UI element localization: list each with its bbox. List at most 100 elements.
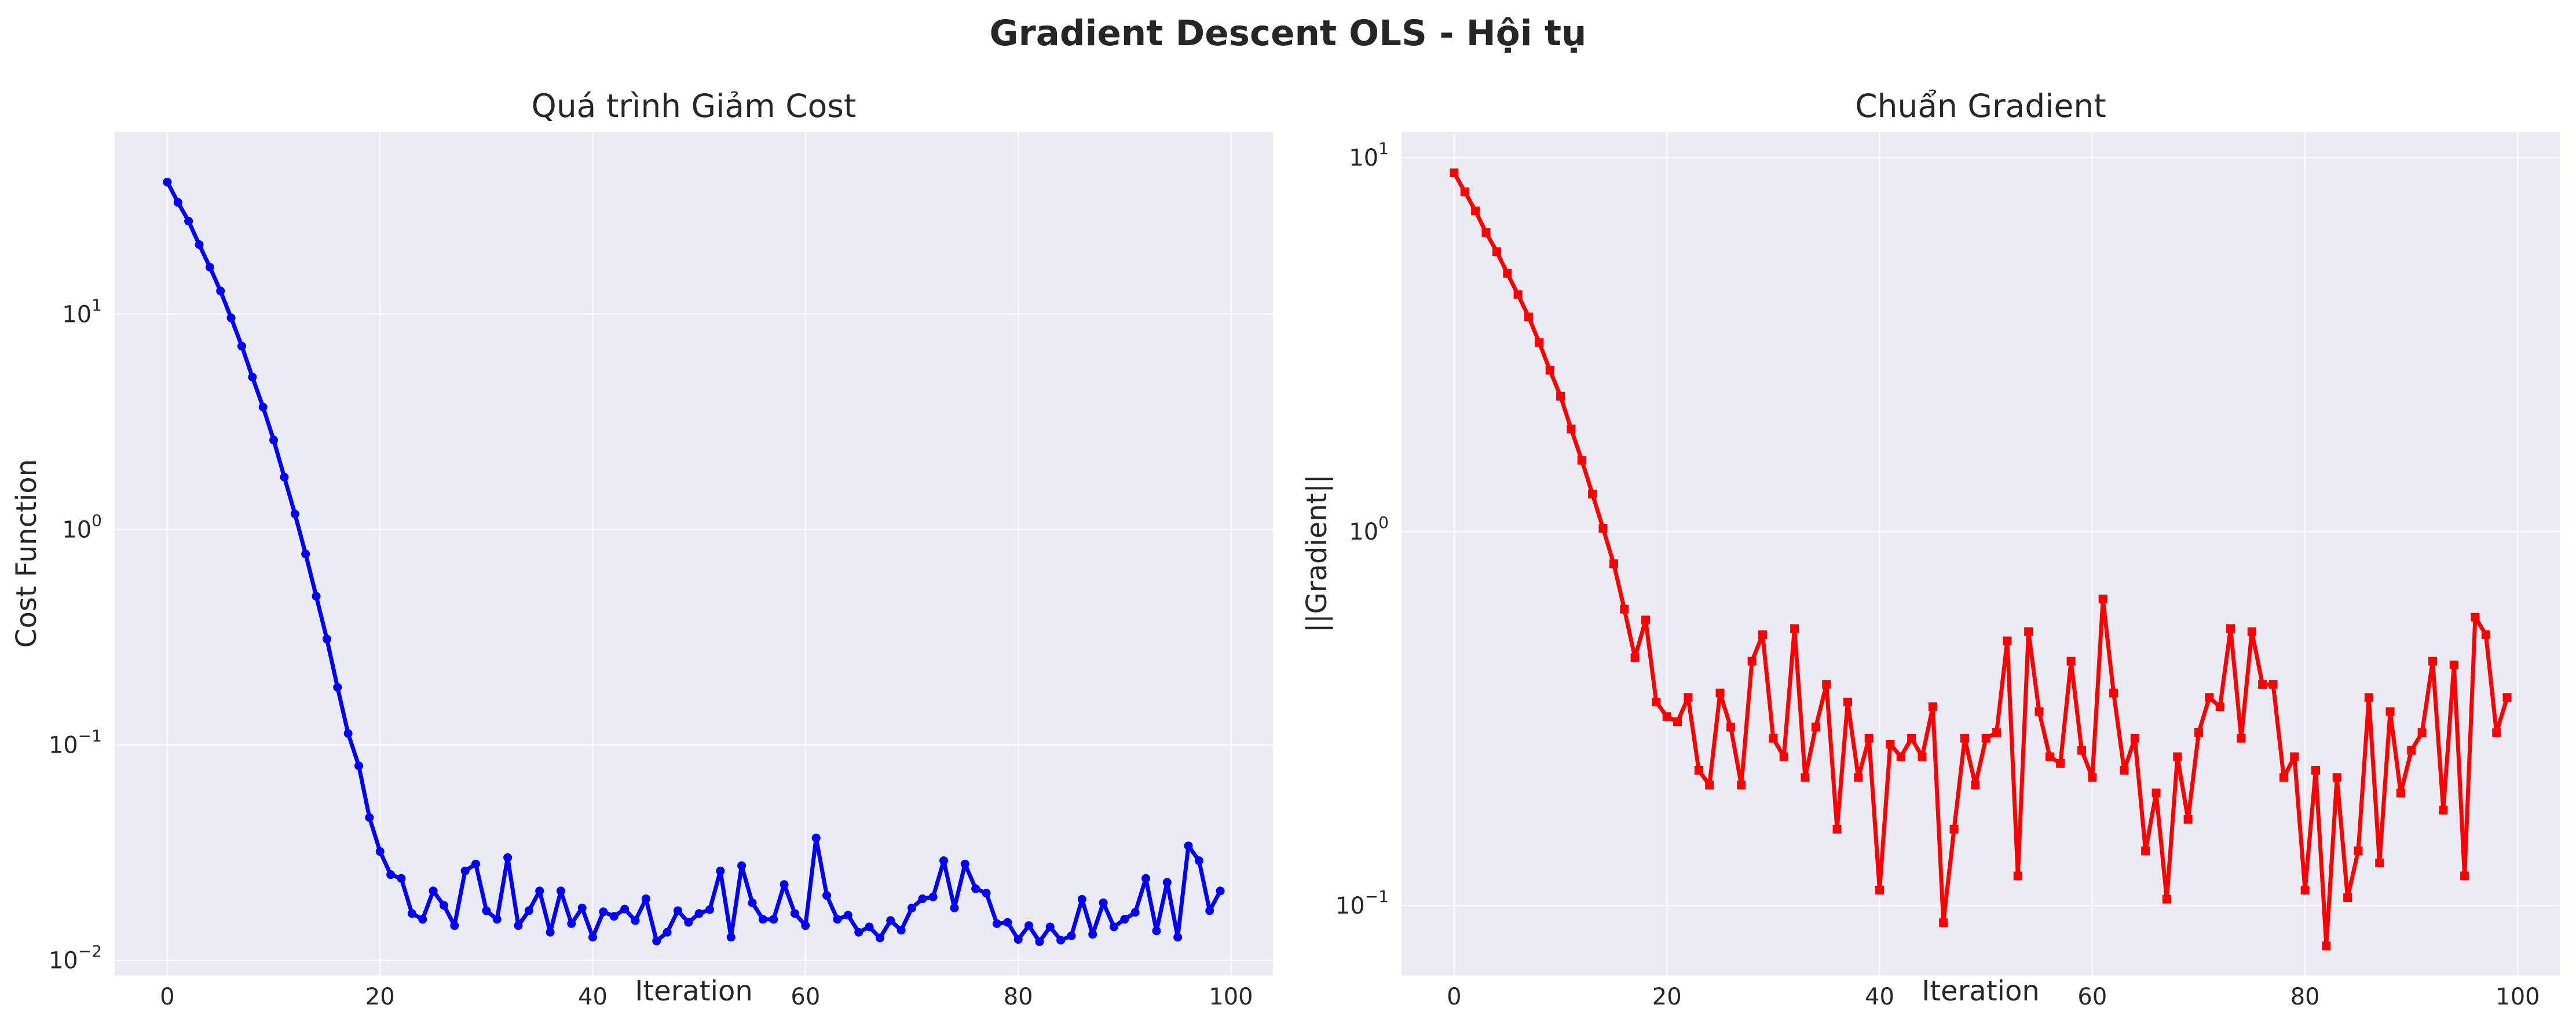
gradient-data-point xyxy=(1822,680,1831,689)
cost-data-point xyxy=(599,907,608,916)
gradient-data-point xyxy=(1673,717,1682,727)
gradient-data-point xyxy=(2120,765,2129,775)
gradient-data-point xyxy=(1992,728,2001,737)
gradient-data-point xyxy=(2449,660,2458,669)
cost-data-point xyxy=(450,921,459,930)
gradient-data-point xyxy=(1896,752,1905,761)
cost-series-line xyxy=(165,179,1223,944)
cost-data-point xyxy=(482,906,491,915)
cost-data-point xyxy=(716,866,725,875)
gradient-data-point xyxy=(2417,728,2427,737)
gradient-chart-title: Chuẩn Gradient xyxy=(1855,87,2106,124)
gradient-data-point xyxy=(1471,206,1480,215)
gradient-data-point xyxy=(1843,698,1852,707)
cost-data-point xyxy=(173,198,182,207)
cost-data-point xyxy=(1216,886,1225,896)
cost-data-point xyxy=(673,906,682,915)
cost-data-point xyxy=(928,892,938,901)
cost-data-point xyxy=(439,901,448,910)
gradient-data-point xyxy=(1737,780,1746,790)
gradient-data-point xyxy=(2237,734,2246,743)
cost-data-point xyxy=(205,263,214,272)
gradient-data-point xyxy=(1801,773,1810,782)
gradient-data-point xyxy=(1907,734,1916,743)
cost-data-point xyxy=(1141,874,1151,883)
cost-data-point xyxy=(567,919,576,928)
gradient-data-point xyxy=(2385,707,2395,716)
cost-chart-grid xyxy=(115,132,1273,976)
gradient-data-point xyxy=(2332,773,2341,782)
y-tick-label: 10−1 xyxy=(1335,887,1389,919)
gradient-data-point xyxy=(1949,824,1959,834)
gradient-data-point xyxy=(1524,312,1533,321)
gradient-data-point xyxy=(2481,630,2490,639)
y-tick-label: 100 xyxy=(1349,513,1389,545)
gradient-data-point xyxy=(2109,688,2118,698)
gradient-data-point xyxy=(1960,734,1969,743)
gradient-data-point xyxy=(2194,728,2203,737)
cost-data-point xyxy=(769,915,778,924)
gradient-data-point xyxy=(1641,615,1650,625)
cost-data-point xyxy=(588,933,598,942)
cost-data-point xyxy=(343,729,353,738)
gradient-data-point xyxy=(1854,773,1863,782)
cost-data-point xyxy=(939,856,949,866)
gradient-series-line xyxy=(1452,171,2509,948)
cost-data-point xyxy=(982,889,991,898)
gradient-data-point xyxy=(1918,752,1927,761)
cost-data-point xyxy=(684,918,693,927)
cost-data-point xyxy=(971,884,980,893)
gradient-data-point xyxy=(2268,680,2278,689)
cost-data-point xyxy=(780,880,789,889)
gradient-data-point xyxy=(2290,752,2299,761)
cost-data-point xyxy=(897,926,906,935)
cost-data-point xyxy=(663,927,672,937)
gradient-chart-x-axis-label: Iteration xyxy=(1922,975,2040,1007)
cost-data-point xyxy=(322,635,331,644)
cost-data-point xyxy=(1194,856,1203,866)
cost-data-point xyxy=(854,927,863,937)
cost-data-point xyxy=(163,177,172,186)
gradient-data-point xyxy=(1513,290,1523,299)
cost-data-point xyxy=(758,915,767,924)
gradient-data-point xyxy=(1769,734,1778,743)
gradient-data-point xyxy=(2354,846,2363,856)
gradient-data-point xyxy=(2300,885,2310,894)
cost-data-point xyxy=(418,915,427,924)
gradient-data-point xyxy=(1684,693,1693,702)
gradient-chart-grid xyxy=(1402,132,2560,976)
gradient-data-point xyxy=(1694,765,1703,775)
gradient-data-point xyxy=(1577,456,1586,465)
x-tick-label: 40 xyxy=(1865,984,1894,1010)
y-tick-label: 101 xyxy=(62,295,102,328)
gradient-chart-y-axis-label: ||Gradient|| xyxy=(1301,474,1333,633)
cost-chart-title: Quá trình Giảm Cost xyxy=(532,87,857,124)
gradient-data-point xyxy=(2088,773,2097,782)
cost-data-point xyxy=(918,894,927,903)
gradient-data-point xyxy=(2279,773,2288,782)
gradient-data-point xyxy=(2130,734,2139,743)
gradient-data-point xyxy=(2375,859,2384,868)
cost-data-point xyxy=(1067,931,1076,940)
gradient-data-point xyxy=(2077,746,2086,755)
gradient-data-point xyxy=(1811,723,1820,732)
cost-data-point xyxy=(886,916,895,925)
cost-data-point xyxy=(790,909,799,918)
cost-data-point xyxy=(535,886,544,896)
gradient-data-point xyxy=(1715,688,1725,698)
cost-data-point xyxy=(269,435,279,445)
gradient-data-point xyxy=(1609,559,1618,569)
cost-data-point xyxy=(375,847,385,856)
cost-data-point xyxy=(312,592,321,601)
gradient-data-point xyxy=(1567,424,1576,434)
cost-data-point xyxy=(429,886,438,896)
x-tick-label: 60 xyxy=(791,984,820,1010)
cost-data-point xyxy=(641,894,650,903)
cost-data-point xyxy=(1173,933,1183,942)
gradient-data-point xyxy=(1652,698,1661,707)
cost-data-point xyxy=(1077,894,1086,904)
cost-data-point xyxy=(195,240,204,250)
gradient-data-point xyxy=(2066,657,2076,666)
x-tick-label: 80 xyxy=(2290,984,2320,1010)
gradient-data-point xyxy=(1981,734,1990,743)
